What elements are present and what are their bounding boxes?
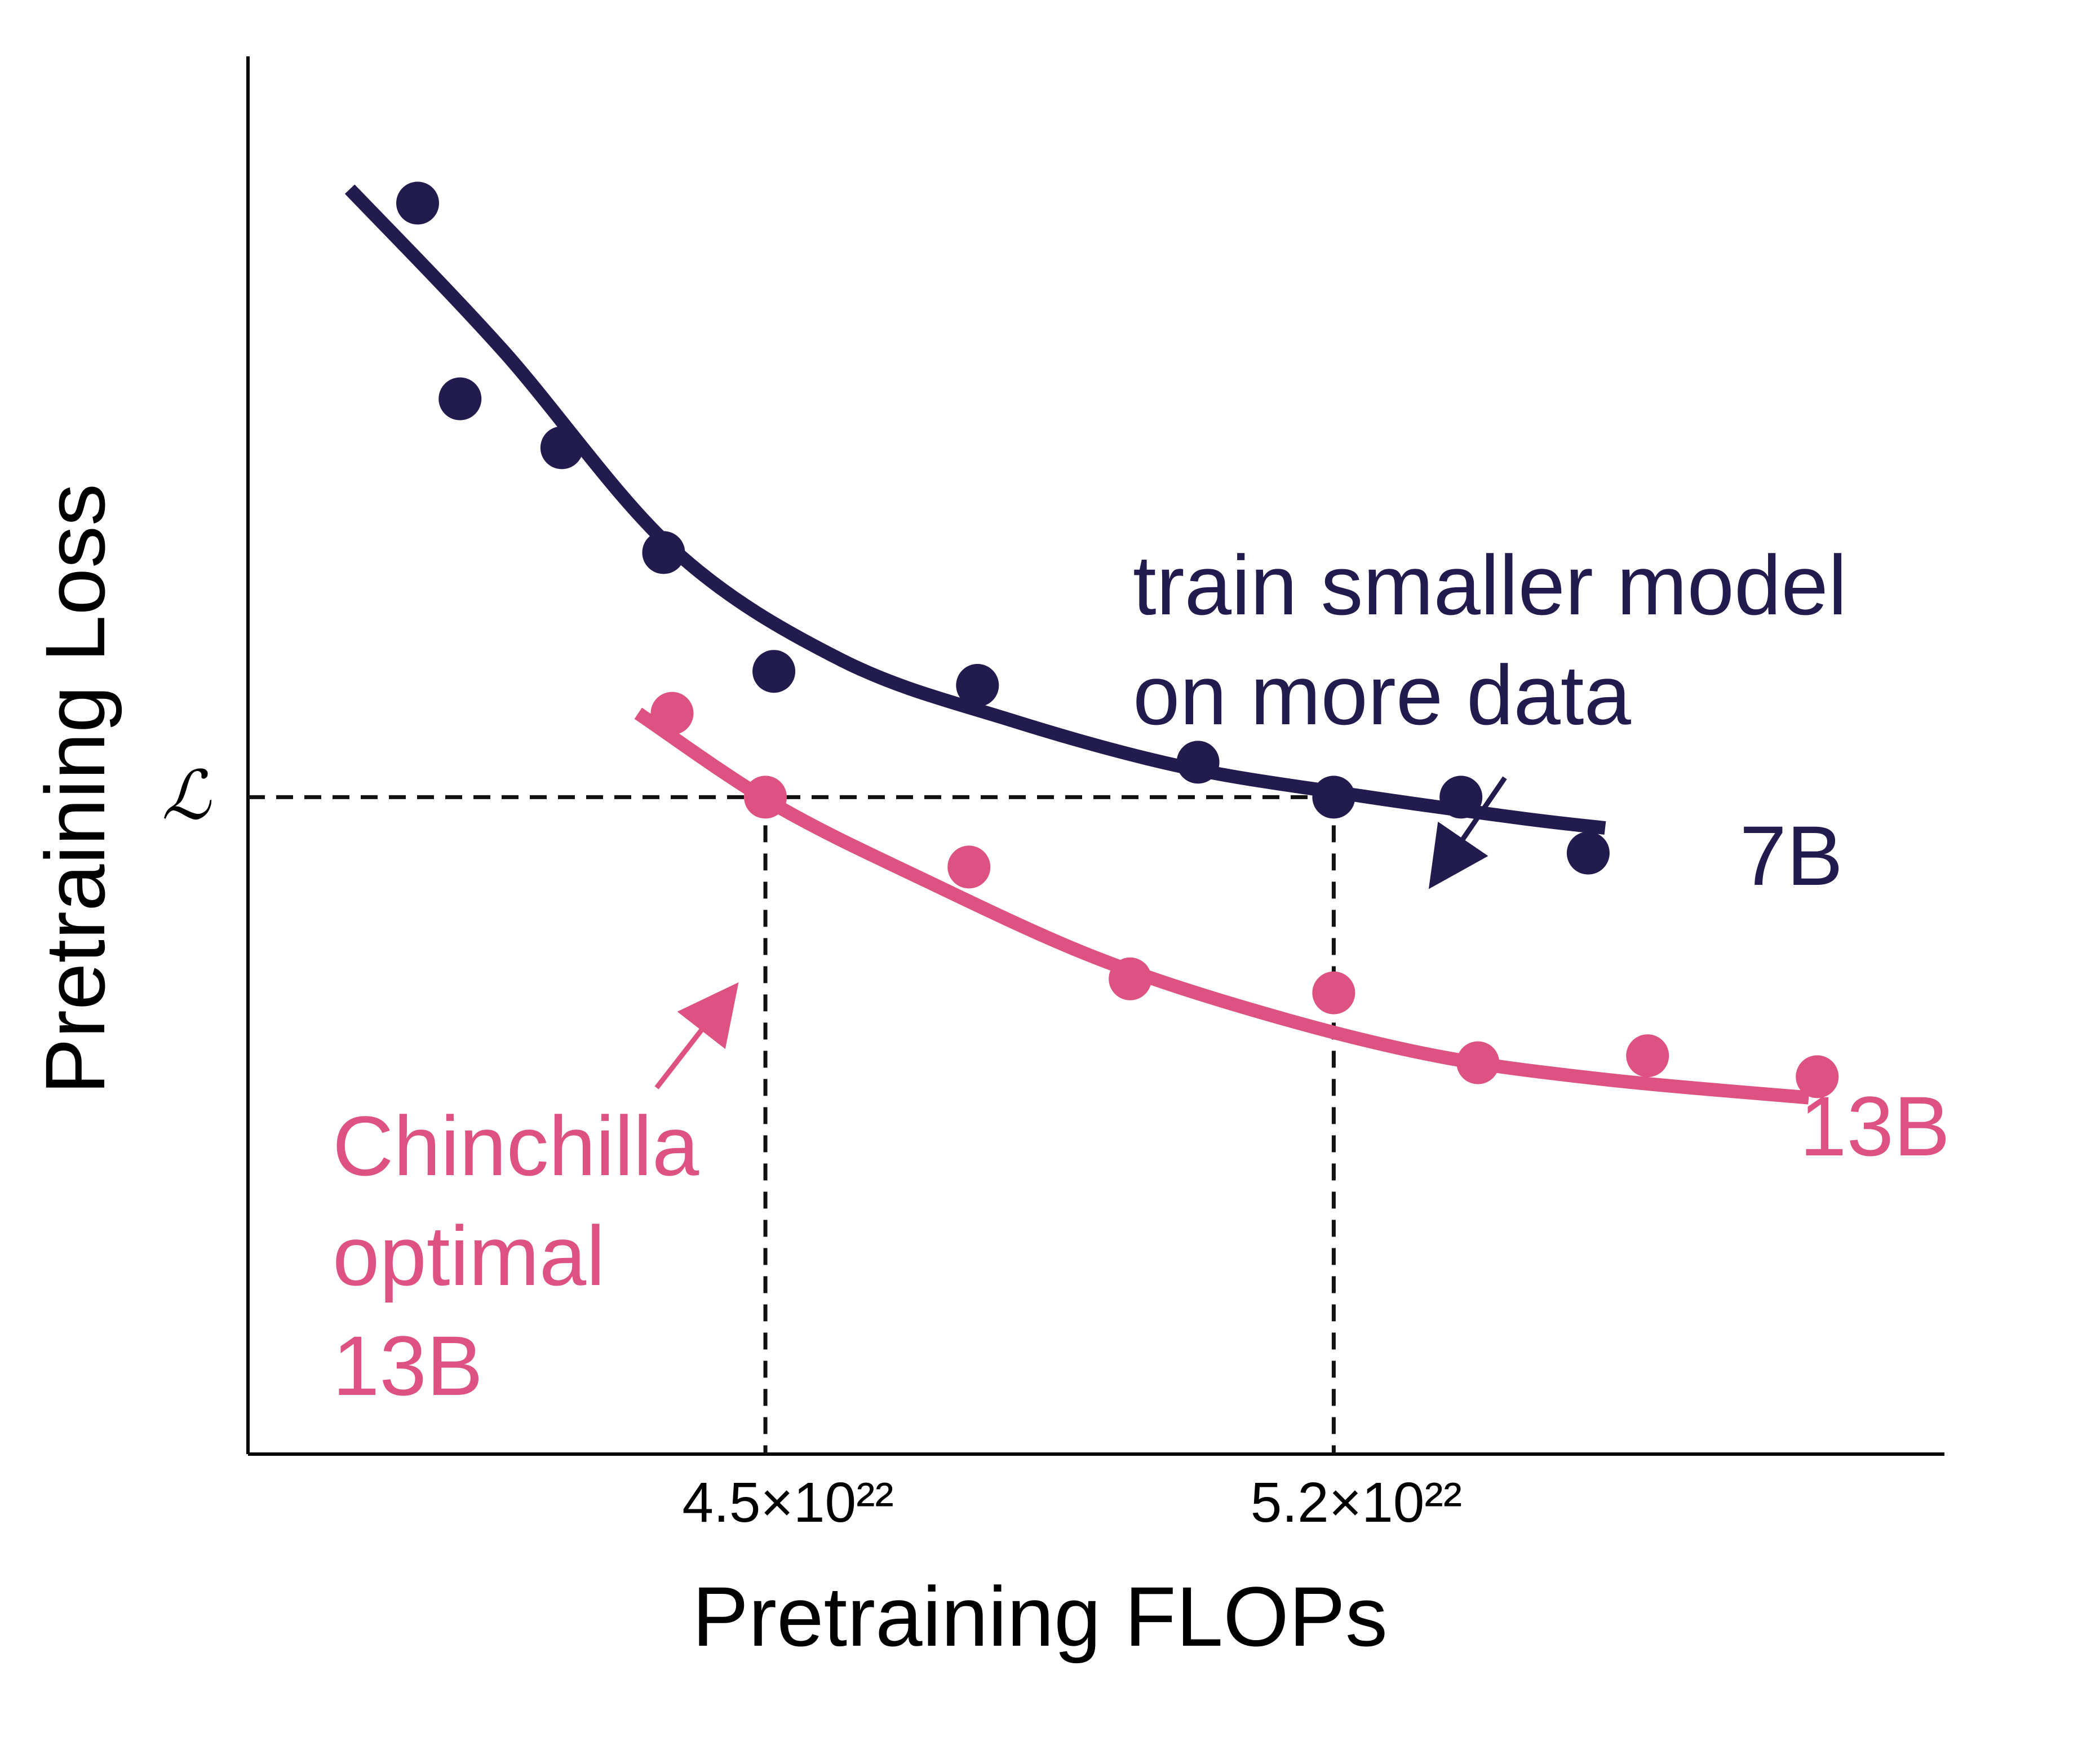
annotation-chinchilla-line-3: 13B [333,1318,483,1413]
annotation-chinchilla-line-2: optimal [333,1208,605,1303]
data-point-13b-6 [1456,1041,1500,1084]
series-layer [344,181,1839,1105]
data-point-7b-7 [1176,741,1220,784]
data-point-7b-2 [438,377,482,420]
fit-curve-13b [634,707,1810,1105]
annotation-chinchilla-optimal: Chinchilla optimal 13B [333,982,739,1413]
series-13b [634,692,1839,1105]
annotation-train-smaller-model: train smaller model on more data [1133,538,1847,889]
axes [246,56,1944,1456]
data-point-13b-3 [947,845,991,889]
annotation-chinchilla-arrow [654,982,739,1089]
annotation-train-smaller-arrow [1428,776,1507,889]
reference-guides [248,795,1336,1454]
x-axis-label: Pretraining FLOPs [692,1569,1388,1664]
annotation-train-smaller-line-1: train smaller model [1133,538,1847,632]
data-point-7b-5 [752,650,796,693]
data-point-13b-5 [1312,971,1355,1014]
x-tick-label-5.2e22: 5.2×10²² [1251,1471,1462,1534]
data-point-7b-6 [956,664,999,707]
series-7b [344,181,1610,875]
data-point-13b-1 [650,692,694,735]
labels-layer: Pretraining FLOPs Pretraining Loss 4.5×10²… [28,484,1950,1664]
fit-curve-7b [344,184,1606,835]
y-axis-label: Pretraining Loss [28,484,122,1095]
series-label-7b: 7B [1740,808,1843,903]
data-point-13b-8 [1796,1055,1839,1098]
data-point-7b-8 [1312,776,1355,819]
data-point-7b-9 [1439,776,1483,819]
data-point-7b-10 [1566,831,1610,875]
annotation-train-smaller-line-2: on more data [1133,648,1631,742]
data-point-13b-2 [744,776,787,819]
loss-marker-label: ℒ [162,756,212,835]
data-point-13b-4 [1109,957,1152,1000]
x-tick-label-4.5e22: 4.5×10²² [682,1471,893,1534]
data-point-7b-1 [396,181,439,225]
series-label-13b: 13B [1800,1079,1950,1173]
data-point-7b-3 [540,426,583,469]
annotation-chinchilla-line-1: Chinchilla [333,1098,699,1193]
data-point-13b-7 [1626,1034,1669,1078]
data-point-7b-4 [642,531,685,574]
